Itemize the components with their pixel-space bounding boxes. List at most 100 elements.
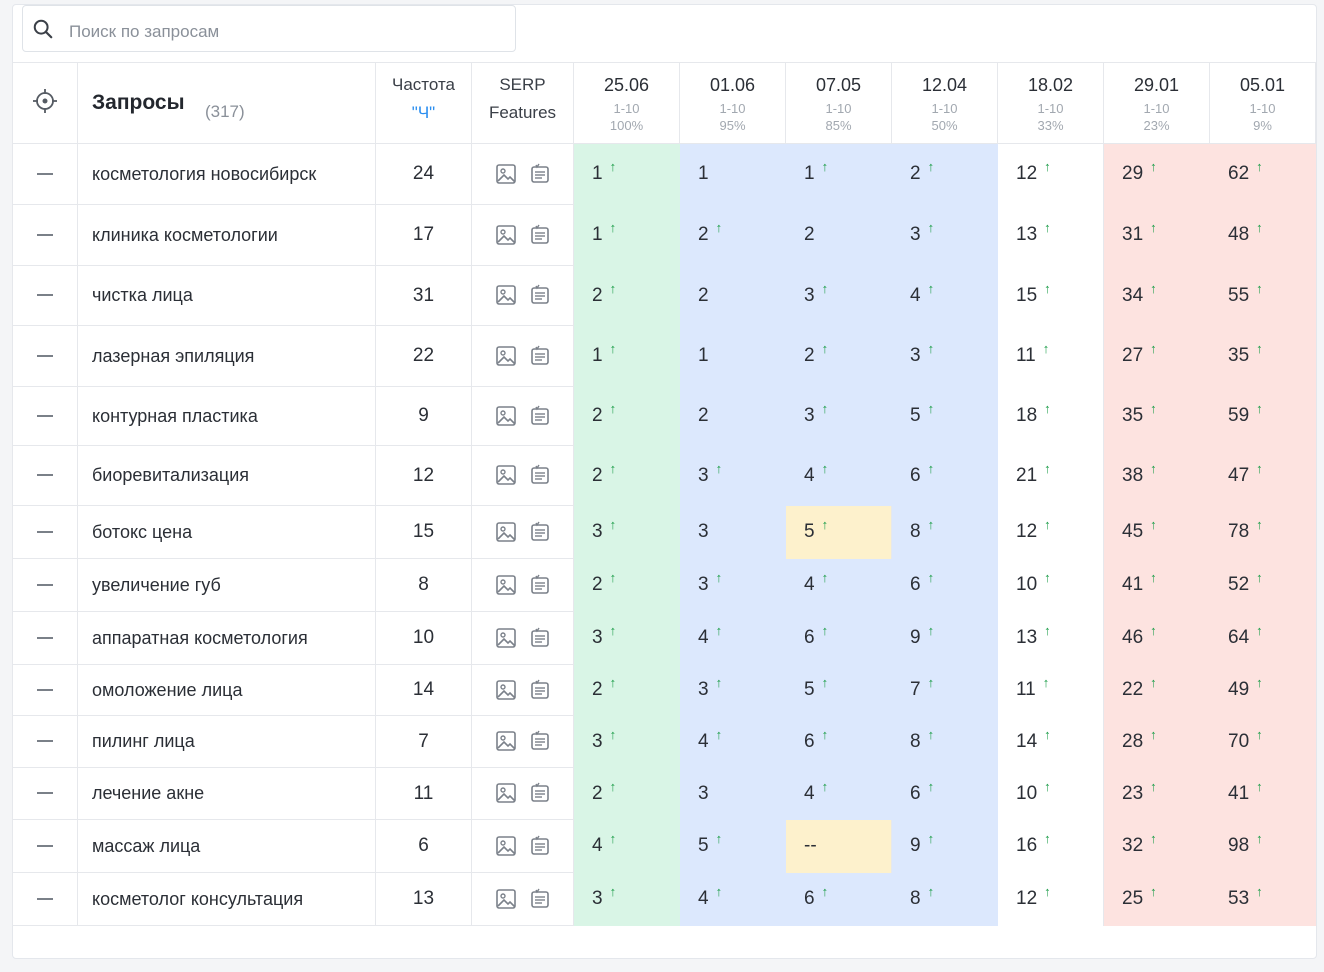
position-cell[interactable]: 2 ↑ xyxy=(891,143,998,205)
row-action[interactable] xyxy=(12,715,78,768)
table-row[interactable]: массаж лица 6 4 ↑ 5 ↑ -- 9 ↑ 16 ↑ 32 ↑ 98 ↑ xyxy=(12,819,1316,873)
image-icon[interactable] xyxy=(495,888,517,910)
snippet-icon[interactable] xyxy=(529,521,551,543)
query-cell[interactable]: пилинг лица xyxy=(77,715,376,768)
position-cell[interactable]: 2 ↑ xyxy=(573,767,680,820)
query-cell[interactable]: ботокс цена xyxy=(77,505,376,559)
search-box[interactable]: Поиск по запросам xyxy=(22,5,516,52)
image-icon[interactable] xyxy=(495,163,517,185)
minus-icon[interactable] xyxy=(37,897,53,900)
position-cell[interactable]: 2 xyxy=(785,204,892,266)
position-cell[interactable]: 3 ↑ xyxy=(785,386,892,446)
position-cell[interactable]: 18 ↑ xyxy=(997,386,1104,446)
minus-icon[interactable] xyxy=(37,792,53,795)
position-cell[interactable]: 5 ↑ xyxy=(785,505,892,559)
position-cell[interactable]: 10 ↑ xyxy=(997,767,1104,820)
row-action[interactable] xyxy=(12,445,78,506)
position-cell[interactable]: 6 ↑ xyxy=(785,611,892,665)
position-cell[interactable]: 52 ↑ xyxy=(1209,558,1316,612)
position-cell[interactable]: 3 ↑ xyxy=(573,505,680,559)
table-row[interactable]: ботокс цена 15 3 ↑ 3 5 ↑ 8 ↑ 12 ↑ 45 ↑ 78 ↑ xyxy=(12,505,1316,559)
table-row[interactable]: лечение акне 11 2 ↑ 3 4 ↑ 6 ↑ 10 ↑ 23 ↑ 41 ↑ xyxy=(12,767,1316,820)
minus-icon[interactable] xyxy=(37,233,53,236)
position-cell[interactable]: 6 ↑ xyxy=(891,767,998,820)
position-cell[interactable]: 1 xyxy=(679,325,786,387)
position-cell[interactable]: 1 ↑ xyxy=(573,325,680,387)
position-cell[interactable]: 5 ↑ xyxy=(891,386,998,446)
row-action[interactable] xyxy=(12,386,78,446)
position-cell[interactable]: 2 ↑ xyxy=(679,204,786,266)
position-cell[interactable]: 48 ↑ xyxy=(1209,204,1316,266)
position-cell[interactable]: 1 xyxy=(679,143,786,205)
row-action[interactable] xyxy=(12,143,78,205)
position-cell[interactable]: 3 ↑ xyxy=(573,872,680,926)
position-cell[interactable]: 64 ↑ xyxy=(1209,611,1316,665)
position-cell[interactable]: 13 ↑ xyxy=(997,204,1104,266)
image-icon[interactable] xyxy=(495,782,517,804)
position-cell[interactable]: 62 ↑ xyxy=(1209,143,1316,205)
position-cell[interactable]: 12 ↑ xyxy=(997,872,1104,926)
position-cell[interactable]: 78 ↑ xyxy=(1209,505,1316,559)
row-action[interactable] xyxy=(12,204,78,266)
position-cell[interactable]: 3 ↑ xyxy=(679,664,786,716)
snippet-icon[interactable] xyxy=(529,224,551,246)
image-icon[interactable] xyxy=(495,284,517,306)
snippet-icon[interactable] xyxy=(529,163,551,185)
position-cell[interactable]: 22 ↑ xyxy=(1103,664,1210,716)
snippet-icon[interactable] xyxy=(529,574,551,596)
position-cell[interactable]: 12 ↑ xyxy=(997,505,1104,559)
position-cell[interactable]: 4 ↑ xyxy=(785,767,892,820)
table-row[interactable]: омоложение лица 14 2 ↑ 3 ↑ 5 ↑ 7 ↑ 11 ↑ 22 ↑ 49 ↑ xyxy=(12,664,1316,716)
snippet-icon[interactable] xyxy=(529,345,551,367)
image-icon[interactable] xyxy=(495,627,517,649)
image-icon[interactable] xyxy=(495,679,517,701)
target-header[interactable] xyxy=(12,62,78,144)
position-cell[interactable]: 29 ↑ xyxy=(1103,143,1210,205)
position-cell[interactable]: 1 ↑ xyxy=(573,204,680,266)
table-row[interactable]: биоревитализация 12 2 ↑ 3 ↑ 4 ↑ 6 ↑ 21 ↑ 38 ↑ 47 ↑ xyxy=(12,445,1316,506)
minus-icon[interactable] xyxy=(37,688,53,691)
row-action[interactable] xyxy=(12,819,78,873)
position-cell[interactable]: 4 ↑ xyxy=(573,819,680,873)
position-cell[interactable]: 4 ↑ xyxy=(891,265,998,326)
row-action[interactable] xyxy=(12,558,78,612)
position-cell[interactable]: 11 ↑ xyxy=(997,664,1104,716)
table-row[interactable]: косметолог консультация 13 3 ↑ 4 ↑ 6 ↑ 8 ↑ 12 ↑ 25 ↑ 5… xyxy=(12,872,1316,926)
position-cell[interactable]: 41 ↑ xyxy=(1209,767,1316,820)
position-cell[interactable]: 1 ↑ xyxy=(785,143,892,205)
position-cell[interactable]: 6 ↑ xyxy=(891,445,998,506)
position-cell[interactable]: 15 ↑ xyxy=(997,265,1104,326)
position-cell[interactable]: 2 xyxy=(679,265,786,326)
position-cell[interactable]: 98 ↑ xyxy=(1209,819,1316,873)
date-header[interactable]: 12.04 1-10 50% xyxy=(891,62,998,144)
position-cell[interactable]: 11 ↑ xyxy=(997,325,1104,387)
freq-type[interactable]: "Ч" xyxy=(411,103,436,122)
position-cell[interactable]: 4 ↑ xyxy=(679,715,786,768)
position-cell[interactable]: 2 ↑ xyxy=(785,325,892,387)
position-cell[interactable]: 16 ↑ xyxy=(997,819,1104,873)
table-row[interactable]: лазерная эпиляция 22 1 ↑ 1 2 ↑ 3 ↑ 11 ↑ 27 ↑ 35 ↑ xyxy=(12,325,1316,387)
position-cell[interactable]: 3 ↑ xyxy=(891,204,998,266)
query-cell[interactable]: клиника косметологии xyxy=(77,204,376,266)
query-cell[interactable]: биоревитализация xyxy=(77,445,376,506)
image-icon[interactable] xyxy=(495,835,517,857)
minus-icon[interactable] xyxy=(37,844,53,847)
minus-icon[interactable] xyxy=(37,474,53,477)
position-cell[interactable]: 7 ↑ xyxy=(891,664,998,716)
snippet-icon[interactable] xyxy=(529,782,551,804)
query-cell[interactable]: лечение акне xyxy=(77,767,376,820)
snippet-icon[interactable] xyxy=(529,627,551,649)
query-cell[interactable]: чистка лица xyxy=(77,265,376,326)
query-cell[interactable]: увеличение губ xyxy=(77,558,376,612)
snippet-icon[interactable] xyxy=(529,284,551,306)
date-header[interactable]: 29.01 1-10 23% xyxy=(1103,62,1210,144)
position-cell[interactable]: 9 ↑ xyxy=(891,819,998,873)
table-row[interactable]: пилинг лица 7 3 ↑ 4 ↑ 6 ↑ 8 ↑ 14 ↑ 28 ↑ 70 ↑ xyxy=(12,715,1316,768)
position-cell[interactable]: 12 ↑ xyxy=(997,143,1104,205)
minus-icon[interactable] xyxy=(37,740,53,743)
position-cell[interactable]: 21 ↑ xyxy=(997,445,1104,506)
position-cell[interactable]: 2 xyxy=(679,386,786,446)
search-input[interactable]: Поиск по запросам xyxy=(69,22,220,41)
snippet-icon[interactable] xyxy=(529,464,551,486)
position-cell[interactable]: 2 ↑ xyxy=(573,445,680,506)
